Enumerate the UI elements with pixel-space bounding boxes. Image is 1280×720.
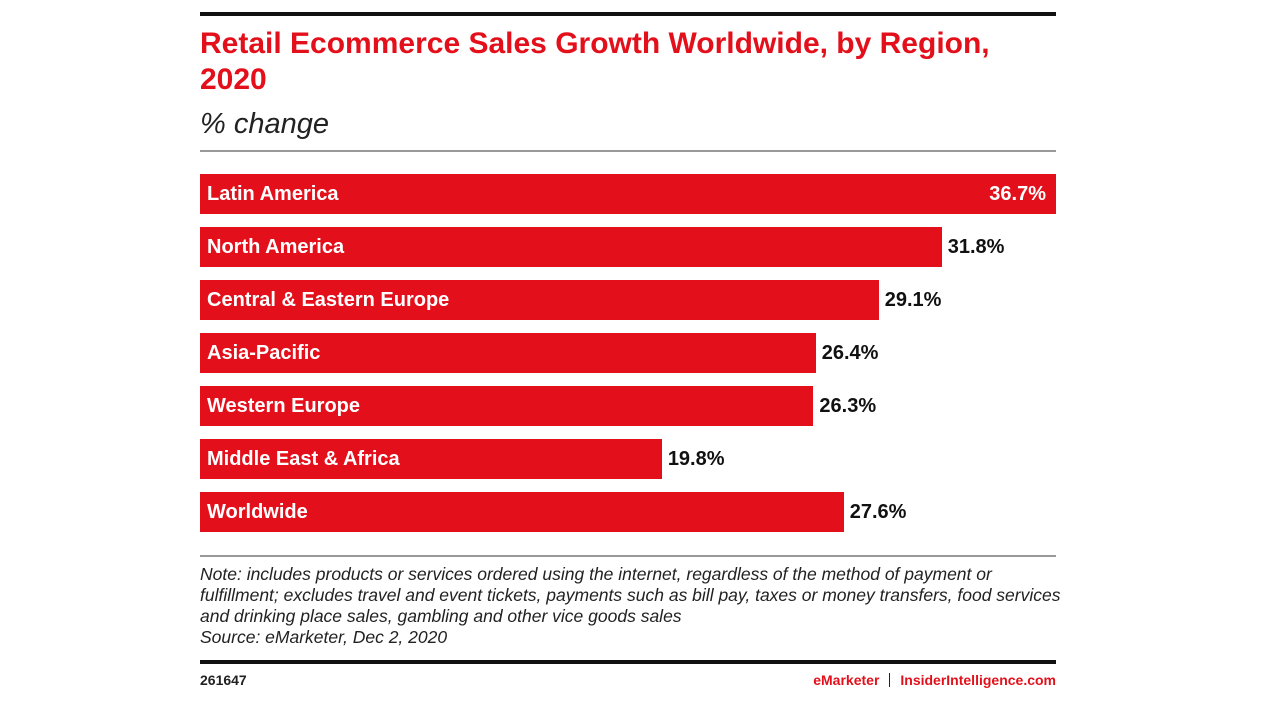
bar xyxy=(200,280,879,320)
source: Source: eMarketer, Dec 2, 2020 xyxy=(200,627,448,647)
top-rule xyxy=(200,12,1056,16)
value-label: 36.7% xyxy=(989,183,1046,205)
value-label: 27.6% xyxy=(849,501,907,523)
footer-rule xyxy=(200,555,1056,557)
category-label: North America xyxy=(207,236,345,258)
bar xyxy=(200,386,814,426)
value-label: 31.8% xyxy=(947,236,1005,258)
header-rule xyxy=(200,150,1056,152)
category-label: Western Europe xyxy=(207,395,360,417)
value-label: 26.3% xyxy=(819,395,877,417)
category-label: Asia-Pacific xyxy=(207,342,321,364)
bottom-rule xyxy=(200,660,1056,664)
brand: eMarketer xyxy=(813,672,880,688)
bar xyxy=(200,439,662,479)
bar xyxy=(200,492,844,532)
brand-box: eMarketer InsiderIntelligence.com xyxy=(813,672,1056,688)
separator xyxy=(889,673,891,687)
category-label: Latin America xyxy=(207,183,339,205)
bar xyxy=(200,174,1056,214)
chart-title: Retail Ecommerce Sales Growth Worldwide,… xyxy=(200,27,990,96)
chart-subtitle: % change xyxy=(200,108,329,140)
bar xyxy=(200,333,816,373)
category-label: Middle East & Africa xyxy=(207,448,400,470)
bar xyxy=(200,227,942,267)
category-label: Central & Eastern Europe xyxy=(207,289,450,311)
value-label: 29.1% xyxy=(884,289,942,311)
chart-id: 261647 xyxy=(200,672,247,688)
plot-area: Latin America 36.7% North America 31.8% Cent… xyxy=(200,174,1056,534)
category-label: Worldwide xyxy=(207,501,308,523)
note: Note: includes products or services orde… xyxy=(200,564,1061,626)
value-label: 19.8% xyxy=(667,448,725,470)
brand-site: InsiderIntelligence.com xyxy=(900,672,1056,688)
value-label: 26.4% xyxy=(821,342,879,364)
